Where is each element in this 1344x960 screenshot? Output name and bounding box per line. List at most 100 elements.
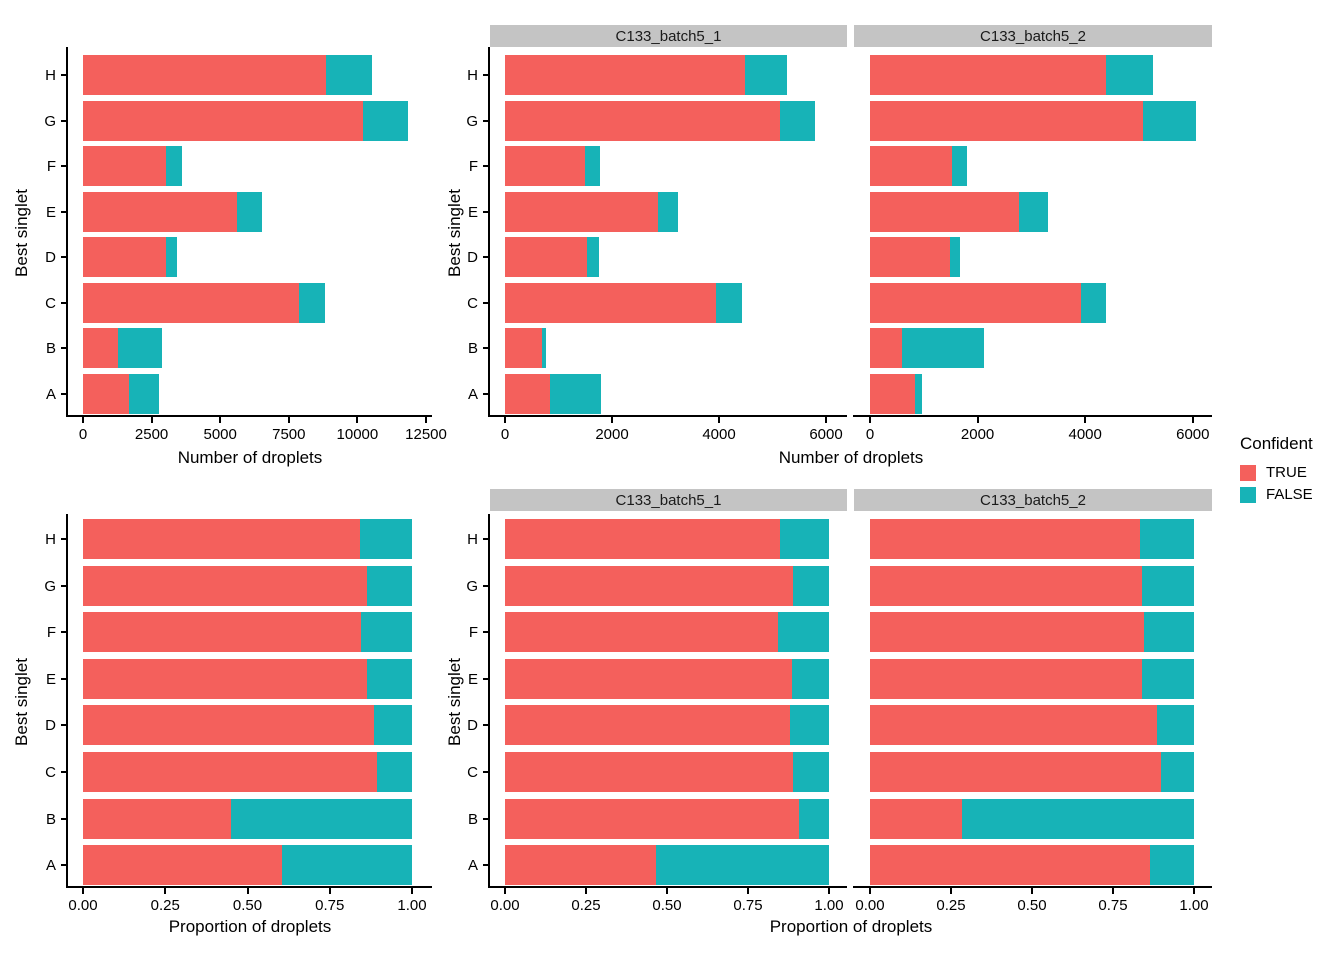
bar-prop-combined-C-false — [376, 752, 412, 792]
x-tick-label-counts-batch5-2-0: 0 — [865, 426, 875, 443]
y-tick-prop-batch5-1-G — [483, 584, 488, 587]
bar-counts-batch5-2-H-true — [870, 55, 1106, 95]
y-tick-label-counts-combined-D: D — [45, 249, 56, 267]
bar-counts-combined-B-true — [83, 328, 119, 369]
x-tick-counts-combined-5000 — [219, 417, 222, 423]
bar-counts-batch5-1-C-true — [505, 282, 716, 323]
bar-counts-batch5-2-G-true — [870, 100, 1144, 141]
bar-prop-batch5-1-E-false — [791, 658, 829, 699]
x-axis-title-prop-left: Proportion of droplets — [168, 917, 332, 936]
legend-swatch-false — [1240, 486, 1256, 503]
bar-prop-combined-B-true — [83, 798, 231, 839]
y-axis-line-counts-batch5-1 — [488, 47, 490, 415]
x-tick-label-prop-batch5-1-0.00: 0.00 — [490, 897, 520, 914]
bar-prop-batch5-1-E-true — [505, 658, 792, 699]
bar-counts-batch5-1-B-true — [505, 328, 542, 369]
bar-counts-batch5-2-B-false — [902, 328, 984, 369]
x-tick-prop-combined-1.00 — [411, 888, 413, 894]
x-axis-line-counts-batch5-1 — [488, 415, 847, 417]
bar-prop-combined-A-true — [83, 845, 283, 886]
bar-prop-batch5-1-H-true — [505, 519, 781, 559]
y-tick-prop-batch5-1-B — [483, 817, 488, 820]
bar-counts-batch5-1-H-false — [744, 55, 787, 95]
x-tick-label-counts-batch5-1-0: 0 — [500, 426, 510, 443]
y-tick-prop-combined-A — [61, 864, 66, 867]
bar-prop-batch5-2-E-true — [870, 658, 1142, 699]
x-tick-label-prop-combined-0.25: 0.25 — [150, 897, 180, 914]
y-tick-label-counts-combined-H: H — [45, 67, 56, 84]
x-tick-prop-batch5-2-0.00 — [869, 888, 871, 894]
bar-prop-combined-D-true — [83, 705, 374, 746]
plot-panel-prop-batch5-1 — [490, 514, 847, 886]
plot-panel-counts-combined — [68, 47, 432, 415]
bar-counts-batch5-1-E-true — [505, 191, 658, 232]
bar-counts-combined-E-true — [83, 191, 238, 232]
x-tick-prop-combined-0.75 — [328, 888, 331, 894]
x-tick-label-counts-batch5-1-6000: 6000 — [809, 426, 843, 443]
bar-counts-combined-A-false — [128, 373, 159, 414]
y-tick-label-counts-combined-F: F — [46, 158, 56, 176]
bar-counts-batch5-1-D-true — [505, 237, 588, 278]
bar-counts-combined-E-false — [237, 191, 263, 232]
x-tick-prop-batch5-1-0.25 — [585, 888, 587, 894]
facet-strip-label: C133_batch5_1 — [615, 27, 722, 45]
x-tick-counts-batch5-1-2000 — [611, 417, 613, 423]
bar-prop-combined-G-false — [366, 565, 412, 606]
x-tick-prop-batch5-2-0.25 — [950, 888, 952, 894]
y-tick-prop-batch5-1-A — [483, 864, 488, 867]
bar-prop-batch5-1-A-false — [656, 845, 829, 886]
x-axis-title-prop-facets: Proportion of droplets — [769, 917, 933, 936]
x-tick-counts-batch5-2-4000 — [1084, 417, 1087, 423]
y-tick-prop-batch5-1-D — [483, 724, 488, 727]
y-tick-prop-combined-E — [61, 677, 66, 680]
y-tick-prop-batch5-1-E — [483, 677, 488, 680]
bar-prop-batch5-1-F-true — [505, 612, 779, 653]
y-tick-prop-combined-G — [61, 584, 66, 587]
plot-panel-prop-batch5-2 — [854, 514, 1212, 886]
legend-label-false: FALSE — [1266, 486, 1313, 503]
legend-entry-true: TRUE — [1240, 464, 1313, 481]
facet-strip-batch5-1-bottom: C133_batch5_1 — [490, 489, 847, 511]
facet-strip-label: C133_batch5_2 — [980, 27, 1086, 45]
bar-counts-batch5-1-E-false — [658, 191, 678, 232]
bar-prop-batch5-2-G-true — [870, 565, 1142, 606]
y-tick-label-counts-batch5-1-B: B — [467, 340, 478, 358]
bar-counts-combined-D-true — [83, 237, 167, 278]
bar-prop-batch5-2-G-false — [1141, 565, 1194, 606]
y-tick-label-counts-combined-E: E — [45, 203, 56, 221]
bar-counts-combined-F-false — [166, 146, 182, 187]
bar-prop-batch5-2-D-false — [1157, 705, 1194, 746]
x-tick-label-counts-combined-5000: 5000 — [203, 426, 237, 443]
bar-counts-batch5-1-G-false — [779, 100, 815, 141]
y-tick-prop-batch5-1-C — [483, 771, 488, 773]
bar-prop-combined-E-true — [83, 658, 367, 699]
y-tick-label-prop-batch5-1-B: B — [467, 810, 478, 828]
x-tick-label-prop-batch5-2-0.75: 0.75 — [1098, 897, 1128, 914]
plot-panel-counts-batch5-2 — [854, 47, 1212, 415]
bar-counts-batch5-2-H-false — [1105, 55, 1153, 95]
y-tick-label-prop-batch5-1-G: G — [466, 577, 478, 595]
bar-counts-batch5-2-A-true — [870, 373, 915, 414]
y-tick-label-counts-combined-C: C — [45, 294, 56, 312]
x-axis-title-counts-facets: Number of droplets — [778, 448, 924, 467]
y-tick-counts-batch5-1-C — [483, 301, 488, 304]
x-tick-label-counts-batch5-2-6000: 6000 — [1176, 426, 1210, 443]
y-tick-counts-batch5-1-B — [483, 347, 488, 350]
y-tick-label-prop-combined-H: H — [45, 531, 56, 548]
bar-counts-combined-G-true — [83, 100, 364, 141]
y-tick-counts-combined-F — [61, 165, 66, 168]
bar-prop-batch5-1-G-false — [792, 565, 829, 606]
bar-prop-combined-A-false — [282, 845, 412, 886]
y-tick-label-prop-batch5-1-F: F — [468, 624, 478, 642]
x-tick-counts-batch5-2-6000 — [1191, 417, 1194, 423]
plot-panel-prop-combined — [68, 514, 432, 886]
x-tick-label-prop-batch5-1-1.00: 1.00 — [814, 897, 844, 914]
x-tick-counts-combined-7500 — [287, 417, 290, 423]
bar-counts-combined-B-false — [118, 328, 162, 369]
bar-prop-batch5-2-F-false — [1143, 612, 1194, 653]
bar-prop-combined-H-true — [83, 519, 360, 559]
y-tick-label-counts-batch5-1-F: F — [468, 158, 478, 176]
x-tick-prop-batch5-2-0.50 — [1031, 888, 1033, 894]
bar-counts-batch5-2-F-false — [952, 146, 968, 187]
